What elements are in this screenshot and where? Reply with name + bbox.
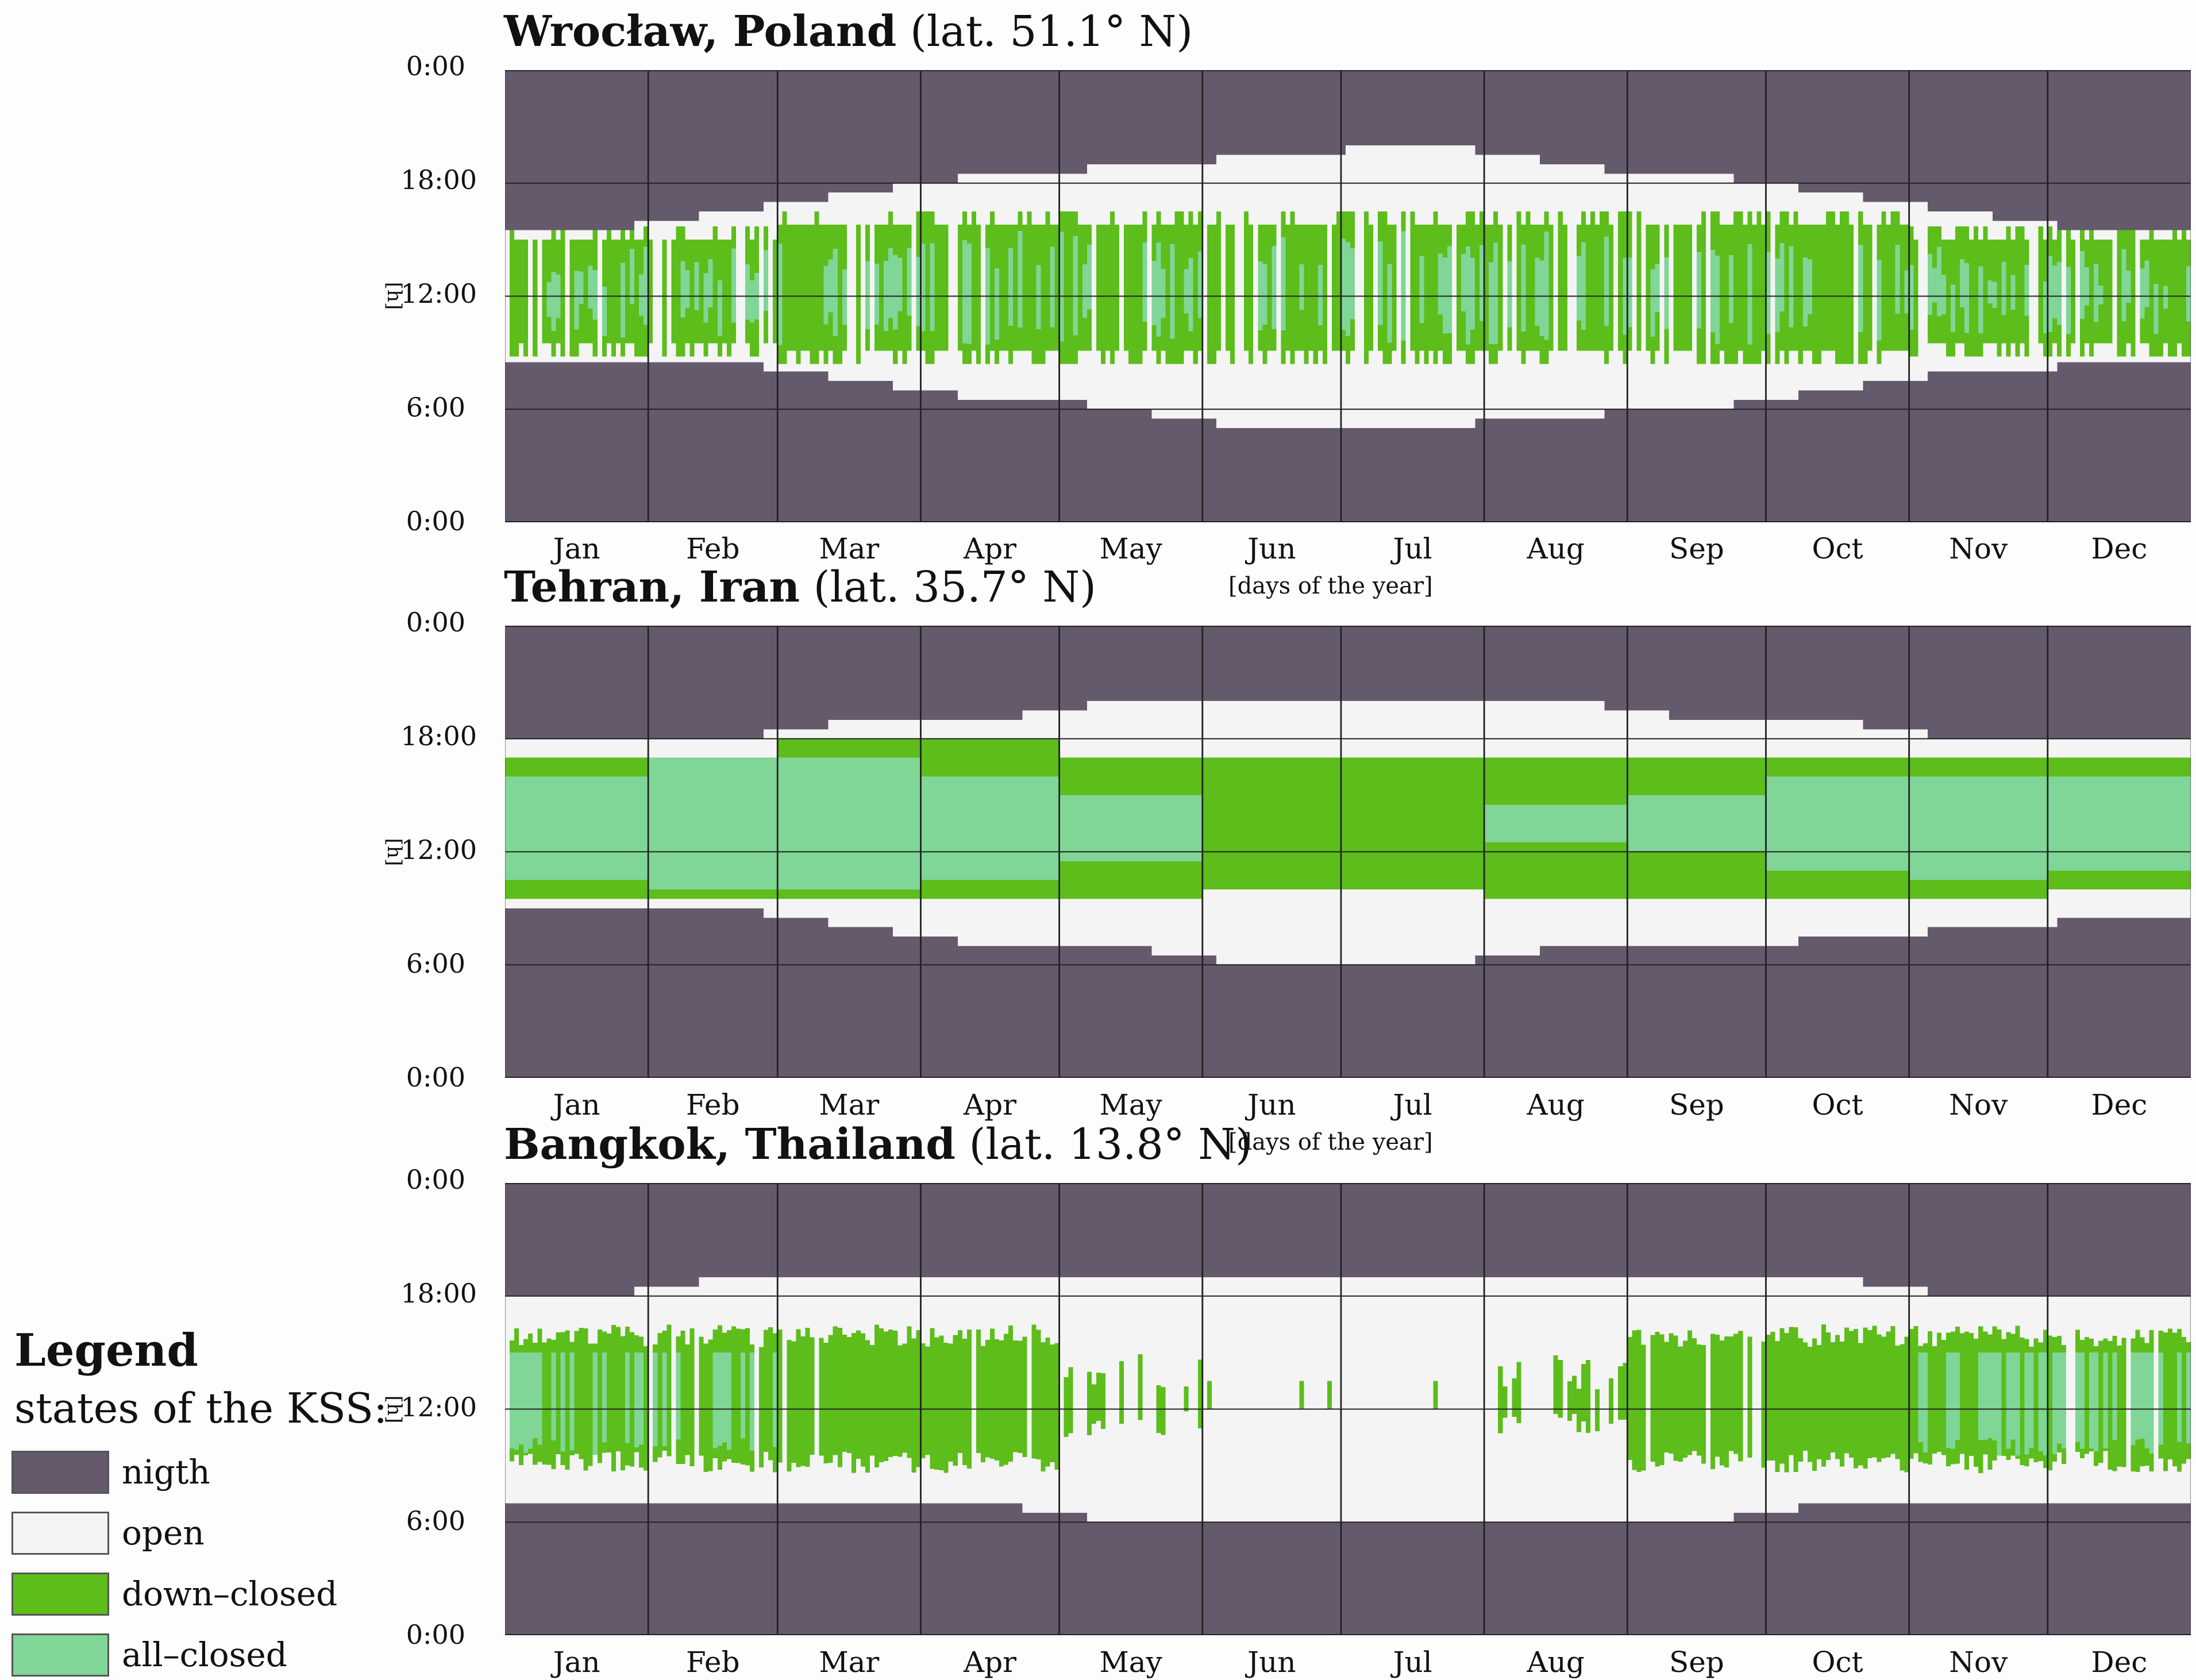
y-unit-label: [h] [383,838,406,866]
x-tick-oct: Oct [1812,1088,1863,1122]
x-tick-sep: Sep [1669,1646,1724,1679]
y-tick: 12:00 [400,278,477,309]
plot-bangkok [505,1183,2191,1635]
chart-title-tehran: Tehran, Iran (lat. 35.7° N) [504,562,1096,612]
x-tick-aug: Aug [1527,1088,1585,1122]
x-tick-aug: Aug [1527,532,1585,565]
y-tick: 12:00 [400,834,477,865]
legend-title: Legend [14,1324,198,1377]
x-tick-mar: Mar [819,532,880,565]
plot-tehran [505,626,2191,1078]
x-tick-jan: Jan [553,1646,600,1679]
x-tick-feb: Feb [685,532,740,565]
x-tick-apr: Apr [964,1646,1017,1679]
x-tick-feb: Feb [685,1088,740,1122]
y-tick: 0:00 [406,1619,465,1650]
x-tick-may: May [1099,1646,1162,1679]
y-tick: 0:00 [406,607,465,638]
legend-item-night: nigth [11,1449,210,1495]
legend-label: down–closed [122,1574,338,1613]
x-tick-aug: Aug [1527,1646,1585,1679]
x-tick-may: May [1099,1088,1162,1122]
x-tick-feb: Feb [685,1646,740,1679]
x-tick-jul: Jul [1393,1088,1432,1122]
x-tick-apr: Apr [964,532,1017,565]
plot-wroclaw [505,70,2191,522]
x-tick-apr: Apr [964,1088,1017,1122]
x-tick-jan: Jan [553,1088,600,1122]
swatch-down-closed [11,1572,109,1616]
x-tick-sep: Sep [1669,1088,1724,1122]
x-tick-nov: Nov [1949,1646,2008,1679]
chart-title-wroclaw: Wrocław, Poland (lat. 51.1° N) [504,7,1193,56]
x-tick-jul: Jul [1393,1646,1432,1679]
legend-item-open: open [11,1510,205,1556]
x-tick-dec: Dec [2091,532,2148,565]
x-tick-mar: Mar [819,1088,880,1122]
y-tick: 18:00 [400,1278,477,1309]
y-tick: 6:00 [406,1505,465,1536]
swatch-night [11,1450,109,1494]
x-tick-may: May [1099,532,1162,565]
x-tick-dec: Dec [2091,1646,2148,1679]
x-tick-jan: Jan [553,532,600,565]
y-tick: 18:00 [400,720,477,752]
y-tick: 0:00 [406,1164,465,1195]
x-tick-sep: Sep [1669,532,1724,565]
x-tick-nov: Nov [1949,1088,2008,1122]
y-tick: 0:00 [406,506,465,537]
x-tick-oct: Oct [1812,532,1863,565]
swatch-open [11,1511,109,1555]
x-tick-nov: Nov [1949,532,2008,565]
legend-label: open [122,1513,205,1552]
x-tick-jun: Jun [1247,1646,1296,1679]
legend-item-all-closed: all–closed [11,1632,287,1678]
x-tick-dec: Dec [2091,1088,2148,1122]
y-tick: 18:00 [400,164,477,195]
y-tick: 0:00 [406,1062,465,1093]
legend-item-down-closed: down–closed [11,1571,337,1617]
legend-subtitle: states of the KSS: [14,1384,388,1432]
y-tick: 6:00 [406,948,465,979]
y-tick: 0:00 [406,51,465,82]
x-axis-label: [days of the year] [1228,1129,1433,1155]
y-unit-label: [h] [383,282,406,310]
legend-label: all–closed [122,1635,287,1674]
chart-title-bangkok: Bangkok, Thailand (lat. 13.8° N) [504,1120,1252,1169]
swatch-all-closed [11,1633,109,1677]
x-tick-jul: Jul [1393,532,1432,565]
x-axis-label: [days of the year] [1228,573,1433,599]
x-tick-mar: Mar [819,1646,880,1679]
x-tick-oct: Oct [1812,1646,1863,1679]
x-tick-jun: Jun [1247,532,1296,565]
x-tick-jun: Jun [1247,1088,1296,1122]
y-tick: 6:00 [406,392,465,423]
legend-label: nigth [122,1452,210,1492]
y-tick: 12:00 [400,1392,477,1423]
